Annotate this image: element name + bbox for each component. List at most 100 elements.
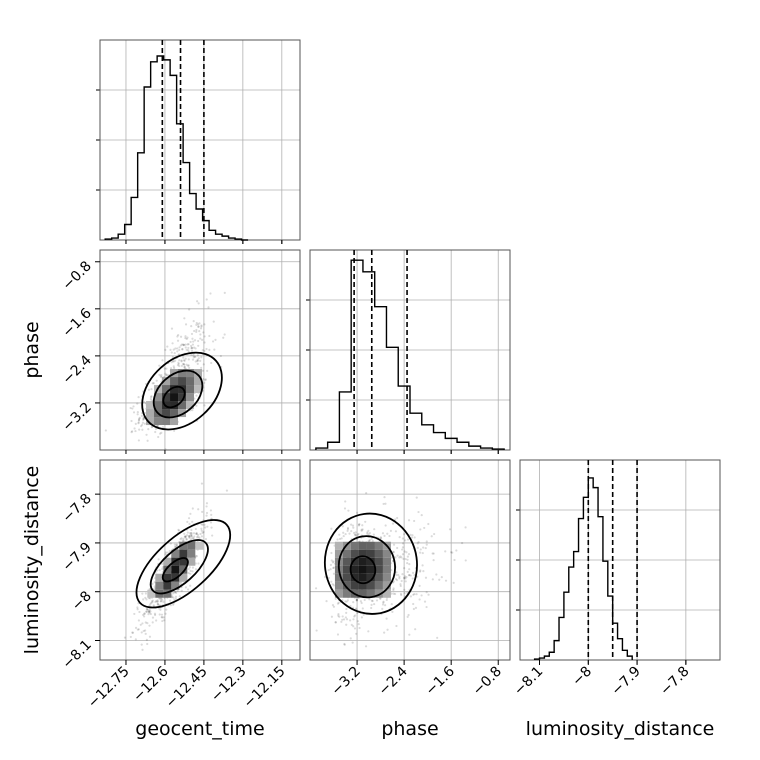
sample-point — [361, 607, 364, 610]
sample-point — [354, 607, 358, 610]
sample-point — [368, 531, 371, 535]
sample-point — [151, 616, 155, 619]
density-cell — [358, 541, 367, 550]
density-cell — [350, 549, 359, 558]
sample-point — [180, 359, 183, 362]
sample-point — [225, 489, 229, 492]
sample-point — [432, 552, 435, 555]
sample-point — [392, 587, 395, 590]
x-tick-label: −12.75 — [85, 664, 133, 712]
sample-point — [141, 423, 144, 426]
sample-point — [206, 525, 209, 528]
density-cell — [366, 541, 375, 550]
sample-point — [136, 628, 139, 631]
sample-point — [332, 584, 335, 587]
sample-point — [385, 617, 388, 620]
sample-point — [357, 623, 360, 626]
density-cell — [350, 557, 359, 566]
sample-point — [342, 534, 345, 538]
sample-point — [332, 566, 335, 570]
sample-point — [401, 573, 404, 576]
sample-point — [172, 360, 175, 363]
sample-point — [401, 537, 405, 540]
sample-point — [169, 542, 172, 545]
sample-point — [146, 642, 149, 646]
sample-point — [346, 599, 349, 602]
sample-point — [161, 359, 164, 362]
panel-frame — [99, 249, 301, 451]
sample-point — [187, 517, 191, 520]
density-cell — [374, 573, 383, 582]
sample-point — [336, 633, 340, 636]
density-cell — [195, 541, 204, 550]
density-cell — [146, 401, 155, 410]
sample-point — [201, 510, 204, 513]
density-cell — [187, 549, 196, 558]
sample-point — [186, 336, 189, 339]
sample-point — [141, 648, 144, 651]
density-cell — [366, 573, 375, 582]
sample-point — [178, 595, 181, 598]
sample-point — [396, 554, 399, 557]
sample-point — [184, 536, 187, 539]
sample-point — [352, 601, 355, 604]
sample-point — [205, 502, 209, 505]
sample-point — [420, 594, 423, 597]
sample-point — [131, 631, 134, 634]
sample-point — [160, 616, 163, 619]
sample-point — [179, 335, 183, 338]
sample-point — [464, 559, 467, 562]
sample-point — [211, 534, 214, 537]
sample-point — [194, 355, 197, 359]
sample-point — [192, 532, 196, 535]
sample-point — [211, 340, 215, 343]
sample-point — [356, 620, 360, 623]
sample-point — [190, 535, 193, 538]
sample-point — [395, 579, 399, 582]
sample-point — [144, 592, 147, 595]
sample-point — [157, 604, 160, 607]
sample-point — [139, 623, 142, 626]
sample-point — [190, 347, 193, 350]
sample-point — [185, 538, 188, 541]
density-cell — [382, 589, 391, 598]
sample-point — [323, 575, 327, 579]
sample-point — [177, 334, 180, 337]
x-tick-label: −7.9 — [609, 664, 644, 699]
sample-point — [182, 539, 185, 542]
sample-point — [184, 336, 187, 340]
density-cell — [186, 401, 195, 410]
sample-point — [165, 608, 168, 611]
sample-point — [336, 602, 340, 605]
density-cell — [147, 589, 156, 598]
sample-point — [199, 327, 203, 330]
sample-point — [444, 550, 447, 553]
sample-point — [142, 629, 145, 633]
x-axis-label-luminosity_distance: luminosity_distance — [526, 718, 715, 740]
sample-point — [180, 589, 183, 592]
x-tick-label: −7.8 — [657, 664, 692, 699]
sample-point — [332, 566, 336, 569]
density-cell — [187, 557, 196, 566]
sample-point — [379, 536, 382, 539]
sample-point — [194, 527, 197, 531]
sample-point — [152, 382, 155, 385]
sample-point — [150, 388, 153, 391]
density-cell — [334, 573, 343, 582]
sample-point — [360, 601, 363, 605]
sample-point — [183, 359, 186, 362]
sample-point — [214, 338, 217, 341]
sample-point — [210, 513, 213, 516]
sample-point — [331, 604, 335, 607]
sample-point — [370, 599, 373, 602]
sample-point — [123, 636, 127, 639]
sample-point — [136, 608, 139, 611]
density-cell — [170, 385, 179, 394]
sample-point — [164, 612, 167, 615]
sample-point — [134, 638, 137, 641]
density-cell — [366, 589, 375, 598]
sample-point — [203, 523, 206, 526]
density-cell — [162, 385, 171, 394]
sample-point — [203, 335, 206, 338]
sample-point — [392, 550, 395, 553]
